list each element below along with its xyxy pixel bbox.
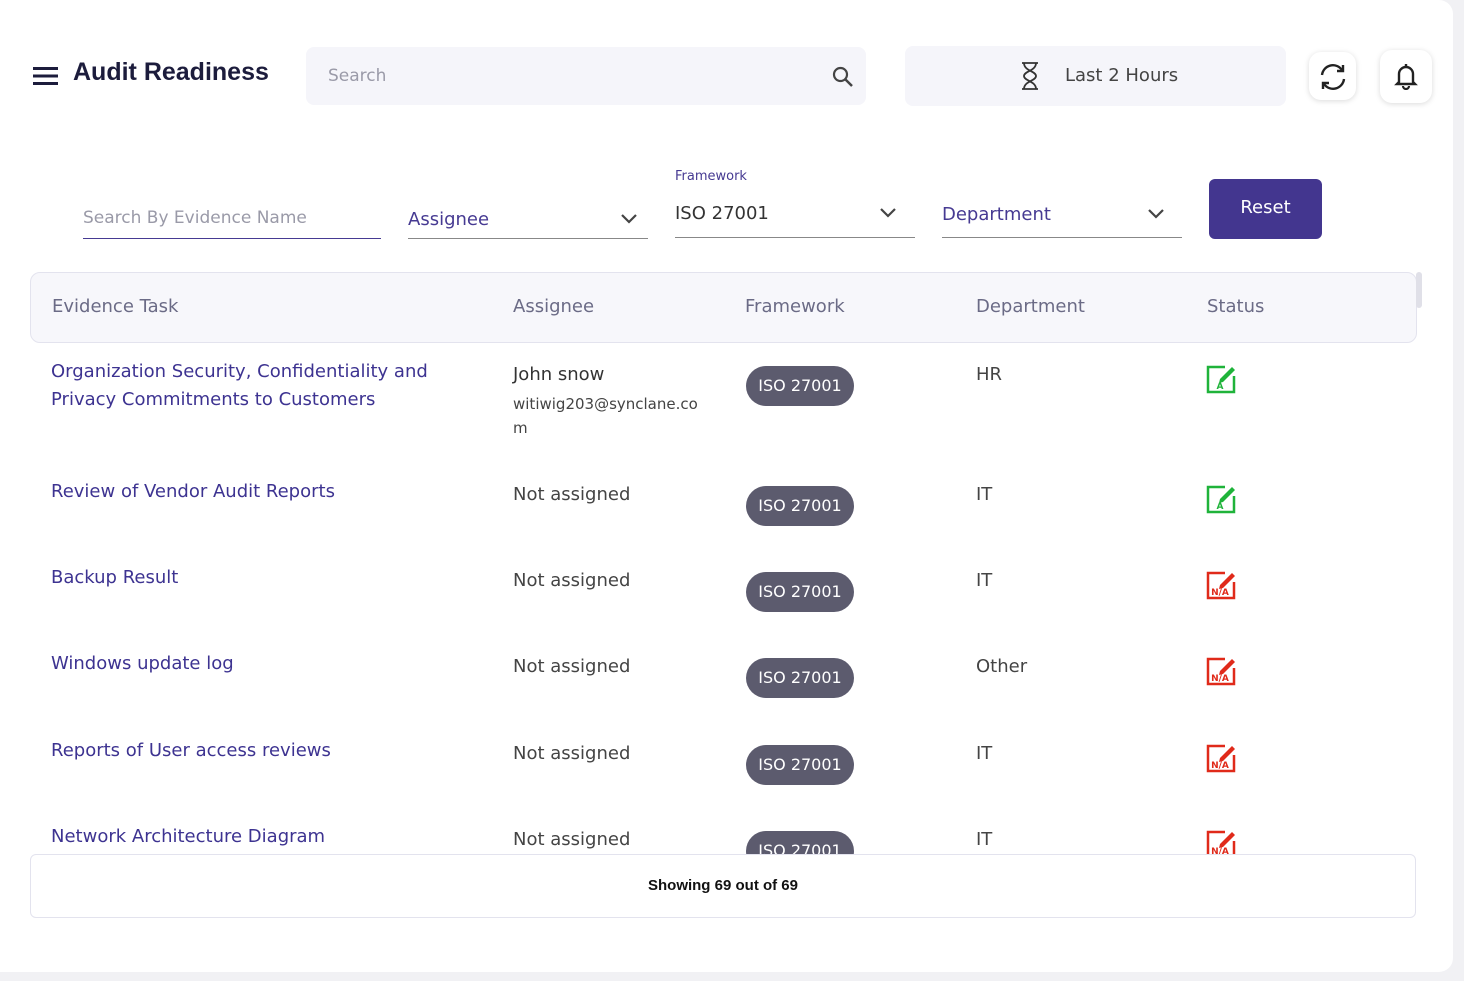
evidence-task-link[interactable]: Network Architecture Diagram	[51, 826, 326, 847]
assignee: Not assigned	[513, 743, 631, 764]
assignee-email: witiwig203@synclane.com	[513, 395, 698, 437]
refresh-icon	[1320, 64, 1346, 90]
bell-icon	[1394, 64, 1418, 90]
status-pencil	[1219, 659, 1235, 675]
assignee: Not assigned	[513, 656, 631, 677]
evidence-task-link[interactable]: Reports of User access reviews	[51, 740, 331, 761]
chevron	[621, 214, 637, 224]
column-header: Department	[976, 296, 1085, 317]
department: IT	[976, 570, 993, 591]
status-pencil	[1219, 573, 1235, 589]
evidence-task-link[interactable]: Windows update log	[51, 653, 234, 674]
reset-button[interactable]: Reset	[1209, 179, 1322, 239]
table-footer: Showing 69 out of 69	[30, 854, 1416, 918]
framework-pill: ISO 27001	[746, 745, 854, 785]
status-frame	[1206, 571, 1236, 600]
search-box[interactable]: Search	[306, 47, 866, 105]
column-header: Evidence Task	[52, 296, 179, 317]
assignee: Not assigned	[513, 829, 631, 850]
status-label: N/A	[1211, 674, 1229, 684]
framework-select[interactable]: ISO 27001	[675, 201, 915, 238]
status-frame	[1206, 365, 1236, 394]
evidence-search[interactable]: Search By Evidence Name	[83, 208, 381, 239]
evidence-placeholder: Search By Evidence Name	[83, 208, 307, 228]
status-icon[interactable]: N/A	[1206, 568, 1238, 600]
status-label: A	[1217, 382, 1224, 392]
refresh-button[interactable]	[1309, 52, 1356, 100]
status-frame	[1206, 830, 1236, 854]
status-pencil	[1219, 832, 1235, 848]
column-header: Assignee	[513, 296, 595, 317]
assignee-select[interactable]: Assignee	[408, 207, 648, 239]
framework-pill: ISO 27001	[746, 831, 854, 854]
status-frame	[1206, 485, 1236, 514]
time-range-label: Last 2 Hours	[1065, 65, 1179, 86]
department: IT	[976, 484, 993, 505]
assignee: Not assigned	[513, 570, 631, 591]
page-title: Audit Readiness	[73, 58, 269, 86]
department-select[interactable]: Department	[942, 202, 1182, 238]
department: HR	[976, 364, 1003, 385]
status-icon[interactable]: A	[1206, 362, 1238, 394]
evidence-task-link[interactable]: Review of Vendor Audit Reports	[51, 481, 335, 502]
status-pencil	[1219, 367, 1235, 383]
notifications-button[interactable]	[1380, 50, 1432, 103]
column-header: Status	[1207, 296, 1265, 317]
status-frame	[1206, 744, 1236, 773]
time-range[interactable]: Last 2 Hours	[905, 46, 1286, 106]
framework-filter-label: Framework	[675, 169, 747, 184]
status-label: A	[1217, 502, 1224, 512]
assignee-select-label: Assignee	[408, 209, 490, 230]
department-select-label: Department	[942, 204, 1051, 225]
status-icon[interactable]: N/A	[1206, 654, 1238, 686]
status-label: N/A	[1211, 761, 1229, 771]
framework-pill: ISO 27001	[746, 366, 854, 406]
search-placeholder: Search	[328, 66, 387, 86]
status-label: N/A	[1211, 588, 1229, 598]
status-frame	[1206, 657, 1236, 686]
evidence-task-link[interactable]: Backup Result	[51, 567, 179, 588]
row-count: Showing 69 out of 69	[647, 877, 798, 894]
search-icon	[832, 66, 853, 87]
framework-pill: ISO 27001	[746, 486, 854, 526]
framework-select-value: ISO 27001	[675, 203, 769, 224]
column-header: Framework	[745, 296, 845, 317]
department: Other	[976, 656, 1028, 677]
framework-pill: ISO 27001	[746, 572, 854, 612]
status-icon[interactable]: A	[1206, 482, 1238, 514]
status-pencil	[1219, 746, 1235, 762]
department: IT	[976, 829, 993, 850]
hourglass-icon	[1022, 62, 1038, 90]
evidence-task-link[interactable]: Organization Security, Confidentiality a…	[51, 361, 428, 410]
department: IT	[976, 743, 993, 764]
menu-icon[interactable]	[33, 66, 58, 86]
assignee: John snow	[513, 364, 605, 385]
status-icon[interactable]: N/A	[1206, 741, 1238, 773]
status-pencil	[1219, 487, 1235, 503]
chevron	[1148, 209, 1164, 219]
table-body: Organization Security, Confidentiality a…	[0, 343, 1420, 854]
status-icon[interactable]: N/A	[1206, 827, 1238, 854]
status-label: N/A	[1211, 847, 1229, 854]
table-header	[30, 272, 1417, 343]
framework-pill: ISO 27001	[746, 658, 854, 698]
chevron	[880, 208, 896, 218]
assignee: Not assigned	[513, 484, 631, 505]
scrollbar[interactable]	[1416, 272, 1422, 308]
